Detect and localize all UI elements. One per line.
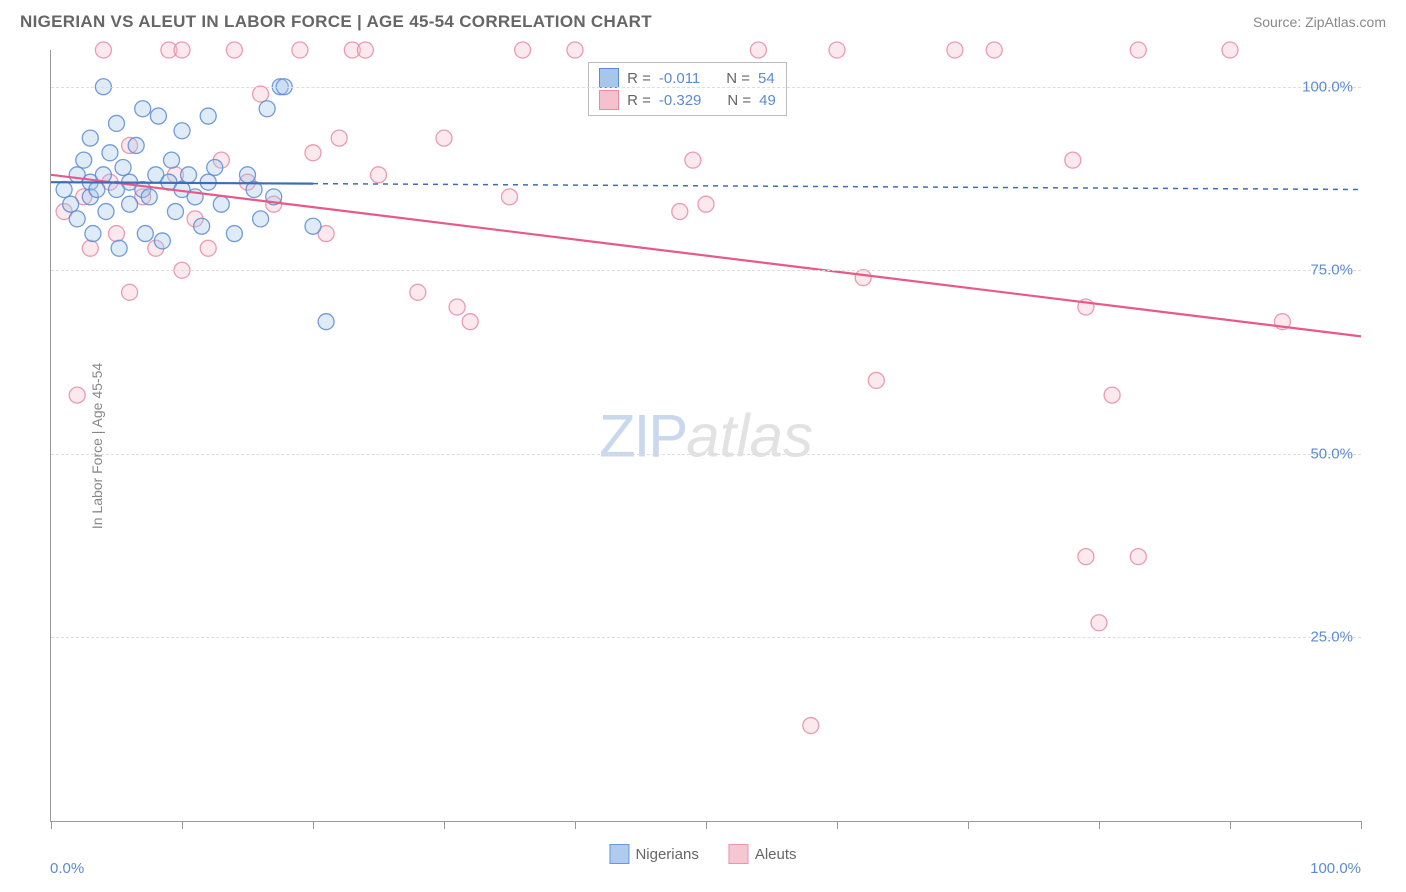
chart-title: NIGERIAN VS ALEUT IN LABOR FORCE | AGE 4… bbox=[20, 12, 652, 32]
x-tick bbox=[51, 821, 52, 829]
legend-item-nigerians: Nigerians bbox=[609, 844, 698, 864]
correlation-stats-box: R = -0.011 N = 54 R = -0.329 N = 49 bbox=[588, 62, 787, 116]
source-attribution: Source: ZipAtlas.com bbox=[1253, 14, 1386, 30]
x-tick bbox=[1099, 821, 1100, 829]
legend: Nigerians Aleuts bbox=[609, 844, 796, 864]
x-tick bbox=[1361, 821, 1362, 829]
x-label-max: 100.0% bbox=[1310, 860, 1361, 877]
legend-swatch-nigerians bbox=[609, 844, 629, 864]
y-tick-label: 50.0% bbox=[1310, 445, 1353, 462]
x-tick bbox=[968, 821, 969, 829]
gridline bbox=[51, 87, 1361, 88]
x-label-min: 0.0% bbox=[50, 860, 84, 877]
x-tick bbox=[313, 821, 314, 829]
gridline bbox=[51, 637, 1361, 638]
legend-item-aleuts: Aleuts bbox=[729, 844, 797, 864]
x-tick bbox=[575, 821, 576, 829]
legend-label: Aleuts bbox=[755, 846, 797, 863]
chart-plot-area: ZIPatlas R = -0.011 N = 54 R = -0.329 N … bbox=[50, 50, 1361, 822]
x-tick bbox=[837, 821, 838, 829]
y-tick-label: 100.0% bbox=[1302, 78, 1353, 95]
x-tick bbox=[444, 821, 445, 829]
scatter-svg bbox=[51, 50, 1361, 821]
x-tick bbox=[1230, 821, 1231, 829]
swatch-aleuts bbox=[599, 90, 619, 110]
stats-row-aleuts: R = -0.329 N = 49 bbox=[599, 89, 776, 111]
stats-row-nigerians: R = -0.011 N = 54 bbox=[599, 67, 776, 89]
legend-swatch-aleuts bbox=[729, 844, 749, 864]
y-tick-label: 25.0% bbox=[1310, 629, 1353, 646]
legend-label: Nigerians bbox=[635, 846, 698, 863]
x-tick bbox=[706, 821, 707, 829]
x-tick bbox=[182, 821, 183, 829]
y-tick-label: 75.0% bbox=[1310, 262, 1353, 279]
gridline bbox=[51, 270, 1361, 271]
swatch-nigerians bbox=[599, 68, 619, 88]
gridline bbox=[51, 454, 1361, 455]
